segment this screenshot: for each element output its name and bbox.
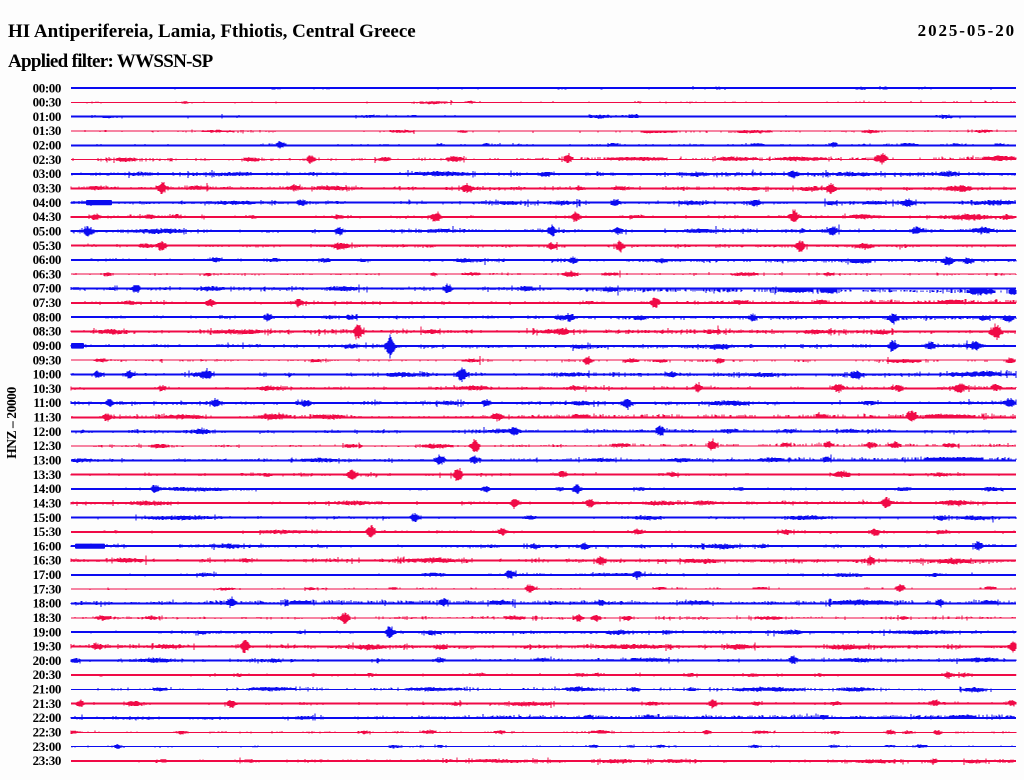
svg-text:02:00: 02:00	[33, 138, 61, 153]
svg-text:13:00: 13:00	[33, 453, 61, 468]
svg-text:14:00: 14:00	[33, 481, 61, 496]
svg-text:20:00: 20:00	[33, 653, 61, 668]
svg-text:17:30: 17:30	[33, 581, 61, 596]
svg-text:04:00: 04:00	[33, 195, 61, 210]
svg-text:HNZ – 20000: HNZ – 20000	[4, 387, 19, 459]
svg-text:18:00: 18:00	[33, 596, 61, 611]
svg-text:HI Antiperifereia, Lamia, Fthi: HI Antiperifereia, Lamia, Fthiotis, Cent…	[8, 21, 416, 42]
svg-text:2025-05-20: 2025-05-20	[918, 21, 1016, 40]
svg-text:19:30: 19:30	[33, 639, 61, 654]
svg-text:15:30: 15:30	[33, 524, 61, 539]
svg-text:05:00: 05:00	[33, 223, 61, 238]
svg-text:03:30: 03:30	[33, 181, 61, 196]
svg-text:01:30: 01:30	[33, 123, 61, 138]
svg-text:16:30: 16:30	[33, 553, 61, 568]
svg-text:02:30: 02:30	[33, 152, 61, 167]
svg-text:21:00: 21:00	[33, 682, 61, 697]
svg-text:12:30: 12:30	[33, 438, 61, 453]
svg-text:16:00: 16:00	[33, 538, 61, 553]
svg-text:22:30: 22:30	[33, 725, 61, 740]
svg-text:04:30: 04:30	[33, 209, 61, 224]
svg-text:07:30: 07:30	[33, 295, 61, 310]
svg-text:01:00: 01:00	[33, 109, 61, 124]
svg-text:23:30: 23:30	[33, 753, 61, 768]
svg-text:19:00: 19:00	[33, 624, 61, 639]
svg-text:08:00: 08:00	[33, 309, 61, 324]
svg-text:21:30: 21:30	[33, 696, 61, 711]
svg-text:22:00: 22:00	[33, 710, 61, 725]
svg-text:08:30: 08:30	[33, 324, 61, 339]
svg-text:09:00: 09:00	[33, 338, 61, 353]
svg-text:10:30: 10:30	[33, 381, 61, 396]
svg-text:23:00: 23:00	[33, 739, 61, 754]
svg-text:20:30: 20:30	[33, 667, 61, 682]
svg-text:09:30: 09:30	[33, 352, 61, 367]
svg-text:15:00: 15:00	[33, 510, 61, 525]
svg-text:14:30: 14:30	[33, 495, 61, 510]
svg-text:12:00: 12:00	[33, 424, 61, 439]
svg-text:06:00: 06:00	[33, 252, 61, 267]
svg-text:03:00: 03:00	[33, 166, 61, 181]
svg-text:00:30: 00:30	[33, 95, 61, 110]
svg-text:11:30: 11:30	[33, 410, 61, 425]
svg-text:10:00: 10:00	[33, 367, 61, 382]
svg-text:00:00: 00:00	[33, 80, 61, 95]
svg-text:Applied filter: WWSSN-SP: Applied filter: WWSSN-SP	[8, 51, 214, 72]
svg-text:05:30: 05:30	[33, 238, 61, 253]
svg-text:07:00: 07:00	[33, 281, 61, 296]
svg-text:11:00: 11:00	[33, 395, 61, 410]
svg-text:17:00: 17:00	[33, 567, 61, 582]
svg-text:06:30: 06:30	[33, 266, 61, 281]
svg-text:18:30: 18:30	[33, 610, 61, 625]
svg-text:13:30: 13:30	[33, 467, 61, 482]
